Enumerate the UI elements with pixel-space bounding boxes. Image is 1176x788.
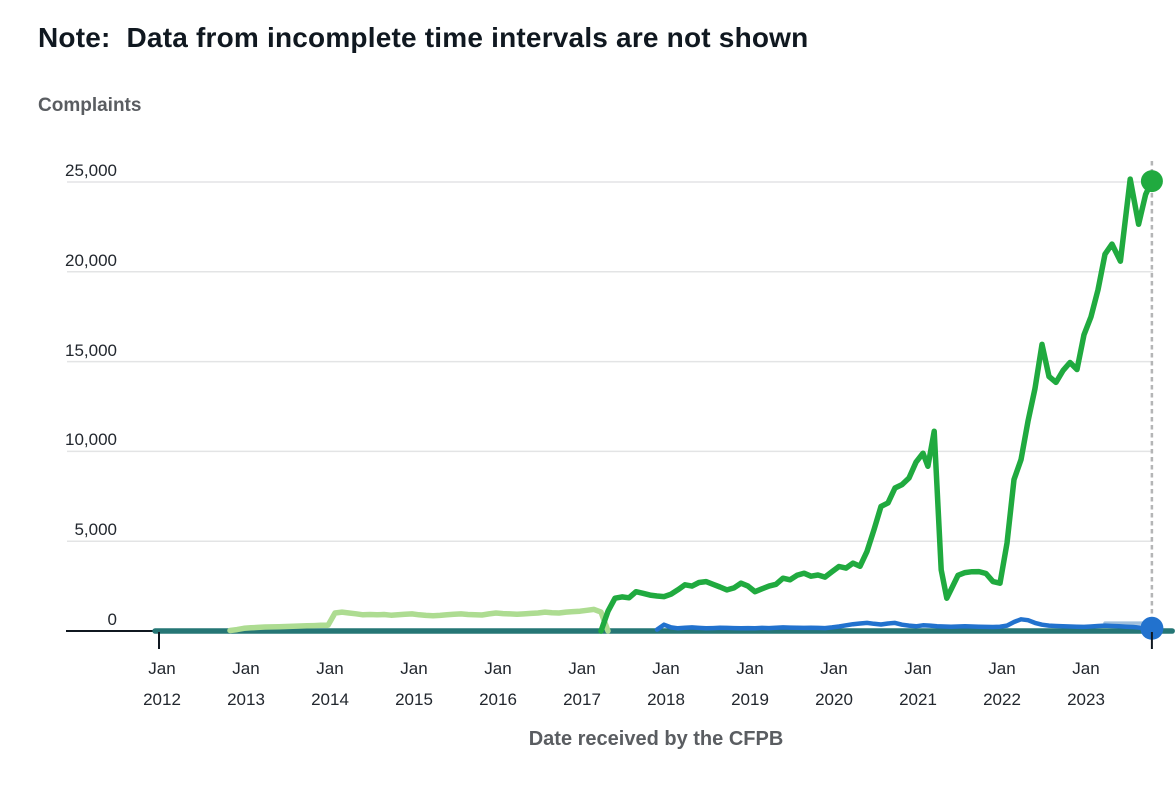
blue-line <box>654 617 1155 632</box>
x-tick-year: 2015 <box>395 690 433 709</box>
x-tick-label: Jan 2014 <box>295 659 365 710</box>
green-line <box>598 176 1155 634</box>
x-tick-label: Jan 2012 <box>127 659 197 710</box>
x-tick-label: Jan 2023 <box>1051 659 1121 710</box>
y-tick-label: 0 <box>107 610 117 629</box>
x-tick-month: Jan <box>1072 659 1100 678</box>
x-tick-year: 2016 <box>479 690 517 709</box>
y-tick-label: 5,000 <box>74 520 117 539</box>
x-tick-month: Jan <box>820 659 848 678</box>
x-tick-year: 2021 <box>899 690 937 709</box>
y-tick-label: 25,000 <box>65 161 117 180</box>
x-tick-month: Jan <box>904 659 932 678</box>
x-tick-month: Jan <box>400 659 428 678</box>
x-tick-label: Jan 2019 <box>715 659 785 710</box>
y-tick-label: 20,000 <box>65 251 117 270</box>
x-axis-title: Date received by the CFPB <box>528 728 784 750</box>
x-tick-label: Jan 2015 <box>379 659 449 710</box>
x-tick-year: 2020 <box>815 690 853 709</box>
x-tick-year: 2019 <box>731 690 769 709</box>
x-tick-label: Jan 2013 <box>211 659 281 710</box>
x-tick-month: Jan <box>988 659 1016 678</box>
x-tick-year: 2012 <box>143 690 181 709</box>
x-tick-label: Jan 2016 <box>463 659 533 710</box>
x-tick-year: 2018 <box>647 690 685 709</box>
y-axis-title: Complaints <box>38 95 142 116</box>
x-tick-label: Jan 2021 <box>883 659 953 710</box>
note-title: Note: Data from incomplete time interval… <box>38 22 809 53</box>
x-tick-year: 2017 <box>563 690 601 709</box>
x-tick-label: Jan 2017 <box>547 659 617 710</box>
x-tick-year: 2014 <box>311 690 349 709</box>
x-tick-month: Jan <box>232 659 260 678</box>
x-tick-year: 2022 <box>983 690 1021 709</box>
y-tick-label: 10,000 <box>65 430 117 449</box>
x-tick-label: Jan 2020 <box>799 659 869 710</box>
light-green-line <box>227 606 611 634</box>
x-tick-month: Jan <box>484 659 512 678</box>
green-line-end-dot[interactable] <box>1140 170 1163 193</box>
x-tick-label: Jan 2022 <box>967 659 1037 710</box>
x-tick-month: Jan <box>148 659 176 678</box>
x-tick-month: Jan <box>736 659 764 678</box>
x-tick-year: 2023 <box>1067 690 1105 709</box>
x-tick-month: Jan <box>652 659 680 678</box>
x-tick-year: 2013 <box>227 690 265 709</box>
y-tick-label: 15,000 <box>65 341 117 360</box>
x-tick-label: Jan 2018 <box>631 659 701 710</box>
x-tick-month: Jan <box>316 659 344 678</box>
blue-line-end-dot[interactable] <box>1140 616 1164 640</box>
x-tick-month: Jan <box>568 659 596 678</box>
